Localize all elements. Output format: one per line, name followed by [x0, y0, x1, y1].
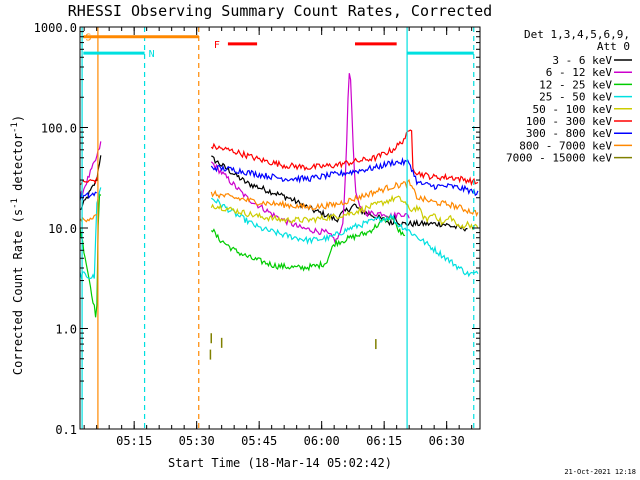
y-axis-label: Corrected Count Rate (s-1 detector-1)	[10, 115, 25, 375]
x-tick-label-2: 05:30	[179, 434, 215, 448]
series-2-line-2	[210, 73, 410, 244]
legend-label-4: 25 - 50 keV	[539, 91, 612, 104]
saa-label: S	[85, 33, 91, 44]
series-2	[79, 73, 410, 244]
series-8-line-1	[79, 214, 97, 223]
y-tick-label-3: 10.0	[48, 222, 77, 236]
series-1-line-2	[211, 155, 468, 232]
night-label: N	[149, 49, 155, 60]
legend-label-6: 100 - 300 keV	[526, 115, 612, 128]
x-tick-label-6: 06:30	[429, 434, 465, 448]
series-8	[79, 178, 479, 223]
x-axis-label: Start Time (18-Mar-14 05:02:42)	[168, 456, 392, 470]
legend-label-2: 6 - 12 keV	[546, 66, 613, 79]
legend-label-3: 12 - 25 keV	[539, 78, 612, 91]
series-1	[79, 155, 468, 232]
legend-label-7: 300 - 800 keV	[526, 127, 612, 140]
series-8-line-2	[210, 178, 479, 218]
series-7-line-2	[210, 156, 479, 197]
y-tick-label-4: 1.0	[55, 323, 77, 337]
series-6-line-1	[79, 177, 98, 186]
legend-label-5: 50 - 100 keV	[533, 103, 613, 116]
series-5	[210, 194, 479, 231]
y-tick-label-1: 1000.0	[34, 21, 77, 35]
x-tick-label-3: 05:45	[241, 434, 277, 448]
legend-title-1: Det 1,3,4,5,6,9,	[524, 28, 630, 41]
footer-date: 21-Oct-2021 12:18	[564, 468, 636, 476]
flare-label: F	[214, 40, 220, 51]
legend-title-2: Att 0	[597, 40, 630, 53]
y-tick-label-5: 0.1	[55, 423, 77, 437]
series-3-line-2	[210, 214, 406, 272]
legend-label-8: 800 - 7000 keV	[519, 139, 612, 152]
legend-label-9: 7000 - 15000 keV	[506, 152, 612, 165]
legend-label-1: 3 - 6 keV	[552, 54, 612, 67]
series-4-line-2	[210, 197, 479, 278]
series-6	[79, 129, 479, 187]
chart-title: RHESSI Observing Summary Count Rates, Co…	[68, 2, 492, 20]
x-tick-label-5: 06:15	[366, 434, 402, 448]
plot-frame	[79, 26, 481, 430]
series-5-line-1	[210, 194, 479, 231]
y-tick-label-2: 100.0	[41, 122, 77, 136]
x-tick-label-4: 06:00	[304, 434, 340, 448]
series-6-line-2	[210, 129, 479, 187]
x-tick-label-1: 05:15	[116, 434, 152, 448]
series-9	[209, 333, 377, 360]
